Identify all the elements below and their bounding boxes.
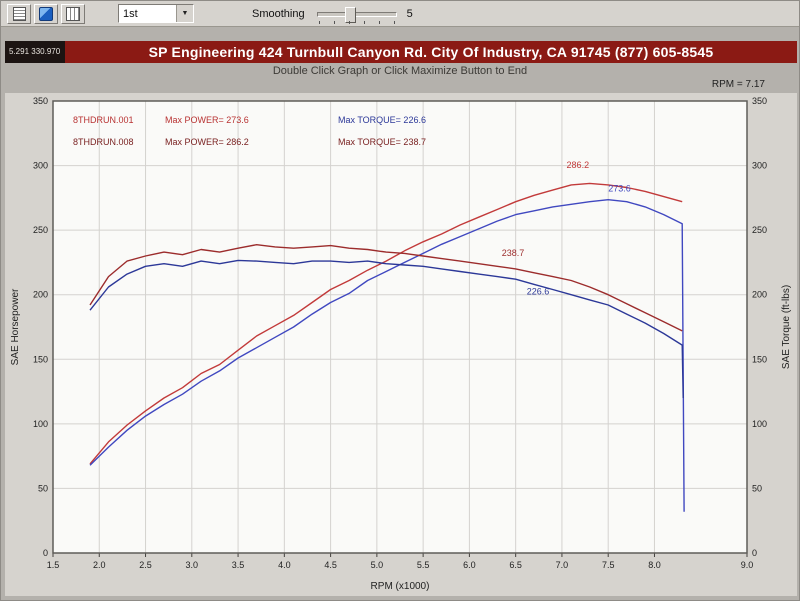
y-tick-label-right: 350 xyxy=(752,96,767,106)
rpm-cursor-readout: RPM = 7.17 xyxy=(711,79,765,90)
report-icon xyxy=(12,6,26,21)
x-tick-label: 5.5 xyxy=(417,560,430,570)
x-axis-title: RPM (x1000) xyxy=(371,581,430,592)
data-readout: 5.291 330.970 xyxy=(5,41,65,63)
legend-max-power: Max POWER= 273.6 xyxy=(165,115,249,125)
gear-selector[interactable]: 1st ▼ xyxy=(118,4,194,23)
x-tick-label: 2.0 xyxy=(93,560,106,570)
x-tick-label: 3.5 xyxy=(232,560,245,570)
legend-max-torque: Max TORQUE= 226.6 xyxy=(338,115,426,125)
tq-run-008-curve xyxy=(89,243,683,332)
y-tick-label-left: 200 xyxy=(33,290,48,300)
y-tick-label-right: 300 xyxy=(752,161,767,171)
x-tick-label: 4.5 xyxy=(324,560,337,570)
smoothing-label: Smoothing xyxy=(252,7,305,20)
legend-run-file: 8THDRUN.001 xyxy=(73,115,134,125)
y-tick-label-left: 0 xyxy=(43,548,48,558)
dyno-chart[interactable]: 1.5 2.0 2.5 3.0 3.5 4.0 4.5 5.0 5.5 6.0 6.5 7.0 7.5 8… xyxy=(5,93,797,596)
y-tick-label-right: 100 xyxy=(752,419,767,429)
y-tick-label-left: 350 xyxy=(33,96,48,106)
x-tick-label: 2.5 xyxy=(139,560,152,570)
slider-groove xyxy=(316,11,397,17)
grid-button[interactable] xyxy=(61,3,85,24)
x-tick-label: 7.5 xyxy=(602,560,615,570)
chevron-down-icon: ▼ xyxy=(176,5,193,22)
report-button[interactable] xyxy=(7,3,31,24)
y-tick-label-right: 0 xyxy=(752,548,757,558)
y-tick-label-right: 250 xyxy=(752,225,767,235)
smoothing-slider[interactable] xyxy=(316,4,397,24)
y-tick-label-right: 50 xyxy=(752,483,762,493)
plot-background xyxy=(53,101,747,553)
y-tick-label-left: 150 xyxy=(33,354,48,364)
hp-run-001-curve xyxy=(89,198,685,512)
grid-icon xyxy=(66,6,80,21)
smoothing-value: 5 xyxy=(406,7,413,20)
x-tick-label: 5.0 xyxy=(371,560,384,570)
gear-selector-value: 1st xyxy=(123,7,138,20)
hp-run-008-curve xyxy=(89,182,683,465)
legend-max-torque: Max TORQUE= 238.7 xyxy=(338,137,426,147)
chart-panel: 1.5 2.0 2.5 3.0 3.5 4.0 4.5 5.0 5.5 6.0 6.5 7.0 7.5 8… xyxy=(5,93,797,596)
subtitle: Double Click Graph or Click Maximize But… xyxy=(272,65,528,77)
y-tick-label-left: 50 xyxy=(38,483,48,493)
slider-thumb[interactable] xyxy=(344,6,356,23)
x-tick-label: 1.5 xyxy=(47,560,60,570)
x-tick-label: 3.0 xyxy=(186,560,199,570)
curve-value-label: 238.7 xyxy=(502,248,525,258)
plot-border xyxy=(52,100,748,554)
legend-run-file: 8THDRUN.008 xyxy=(73,137,134,147)
y-tick-label-right: 200 xyxy=(752,290,767,300)
left-axis-title: SAE Horsepower xyxy=(10,288,21,365)
curve-value-label: 286.2 xyxy=(567,160,590,170)
x-tick-label: 6.0 xyxy=(463,560,476,570)
gauge-icon xyxy=(39,6,53,21)
legend-max-power: Max POWER= 286.2 xyxy=(165,137,249,147)
curve-value-label: 273.6 xyxy=(608,183,631,193)
x-tick-label: 4.0 xyxy=(278,560,291,570)
x-tick-label: 8.0 xyxy=(648,560,661,570)
right-axis-title: SAE Torque (ft-lbs) xyxy=(781,285,792,369)
curve-value-label: 226.6 xyxy=(527,287,550,297)
x-tick-label: 6.5 xyxy=(509,560,522,570)
toolbar: 1st ▼ Smoothing 5 xyxy=(1,1,799,27)
slider-ticks xyxy=(318,20,395,24)
x-tick-label: 9.0 xyxy=(741,560,754,570)
gauge-button[interactable] xyxy=(34,3,58,24)
header-bar: 5.291 330.970 SP Engineering 424 Turnbul… xyxy=(5,41,797,63)
tq-run-001-curve xyxy=(89,259,684,399)
y-tick-label-left: 100 xyxy=(33,419,48,429)
x-tick-label: 7.0 xyxy=(556,560,569,570)
y-tick-label-left: 250 xyxy=(33,225,48,235)
page-title: SP Engineering 424 Turnbull Canyon Rd. C… xyxy=(65,41,797,63)
y-tick-label-left: 300 xyxy=(33,161,48,171)
y-tick-label-right: 150 xyxy=(752,354,767,364)
